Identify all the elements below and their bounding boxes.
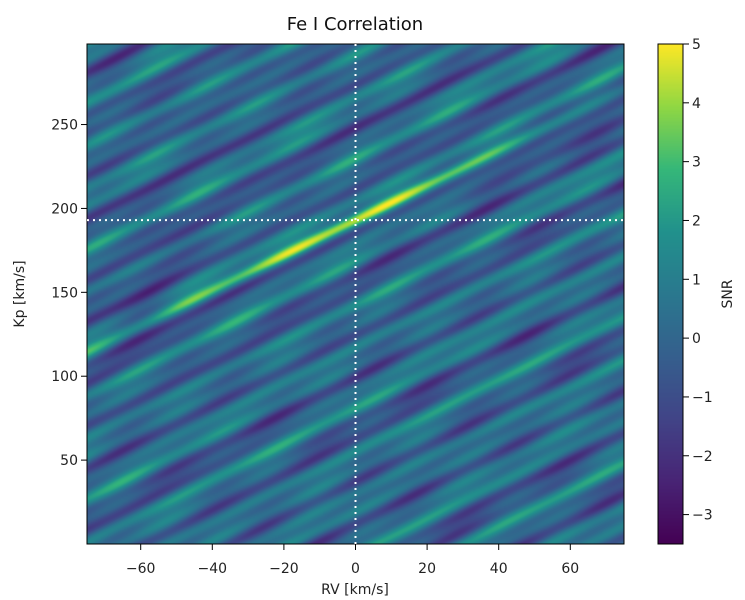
chart-title: Fe I Correlation: [287, 14, 423, 35]
colorbar-tick-label: −3: [692, 508, 713, 524]
y-axis: 50 100 150 200 250: [51, 118, 87, 469]
colorbar-tick-label: 5: [692, 37, 701, 53]
colorbar-tick-label: 4: [692, 96, 701, 112]
y-axis-label: Kp [km/s]: [12, 260, 28, 327]
x-axis-label: RV [km/s]: [321, 582, 389, 598]
x-tick-label: 20: [418, 561, 436, 577]
heatmap-canvas: [87, 44, 624, 544]
colorbar-ticks: 5 4 3 2 1 0 −1 −2 −3: [683, 37, 713, 524]
x-tick-label: −60: [126, 561, 156, 577]
x-tick-label: −40: [198, 561, 228, 577]
colorbar-canvas: [658, 44, 683, 544]
y-tick-label: 200: [51, 201, 78, 217]
x-tick-label: 40: [490, 561, 508, 577]
y-tick-label: 50: [60, 453, 78, 469]
heatmap-panel: [86, 43, 625, 545]
colorbar-tick-label: −2: [692, 449, 713, 465]
y-tick-label: 100: [51, 369, 78, 385]
y-tick-label: 150: [51, 285, 78, 301]
colorbar-tick-label: −1: [692, 390, 713, 406]
colorbar-tick-label: 2: [692, 213, 701, 229]
colorbar-label: SNR: [720, 279, 736, 308]
colorbar-tick-label: 1: [692, 272, 701, 288]
colorbar: 5 4 3 2 1 0 −1 −2 −3 SNR: [657, 37, 736, 545]
colorbar-tick-label: 3: [692, 155, 701, 171]
colorbar-frame: [657, 43, 684, 545]
x-tick-label: 60: [561, 561, 579, 577]
colorbar-tick-label: 0: [692, 331, 701, 347]
x-tick-label: 0: [351, 561, 360, 577]
x-tick-label: −20: [269, 561, 299, 577]
y-tick-label: 250: [51, 118, 78, 134]
x-axis: −60 −40 −20 0 20 40 60: [126, 544, 579, 577]
